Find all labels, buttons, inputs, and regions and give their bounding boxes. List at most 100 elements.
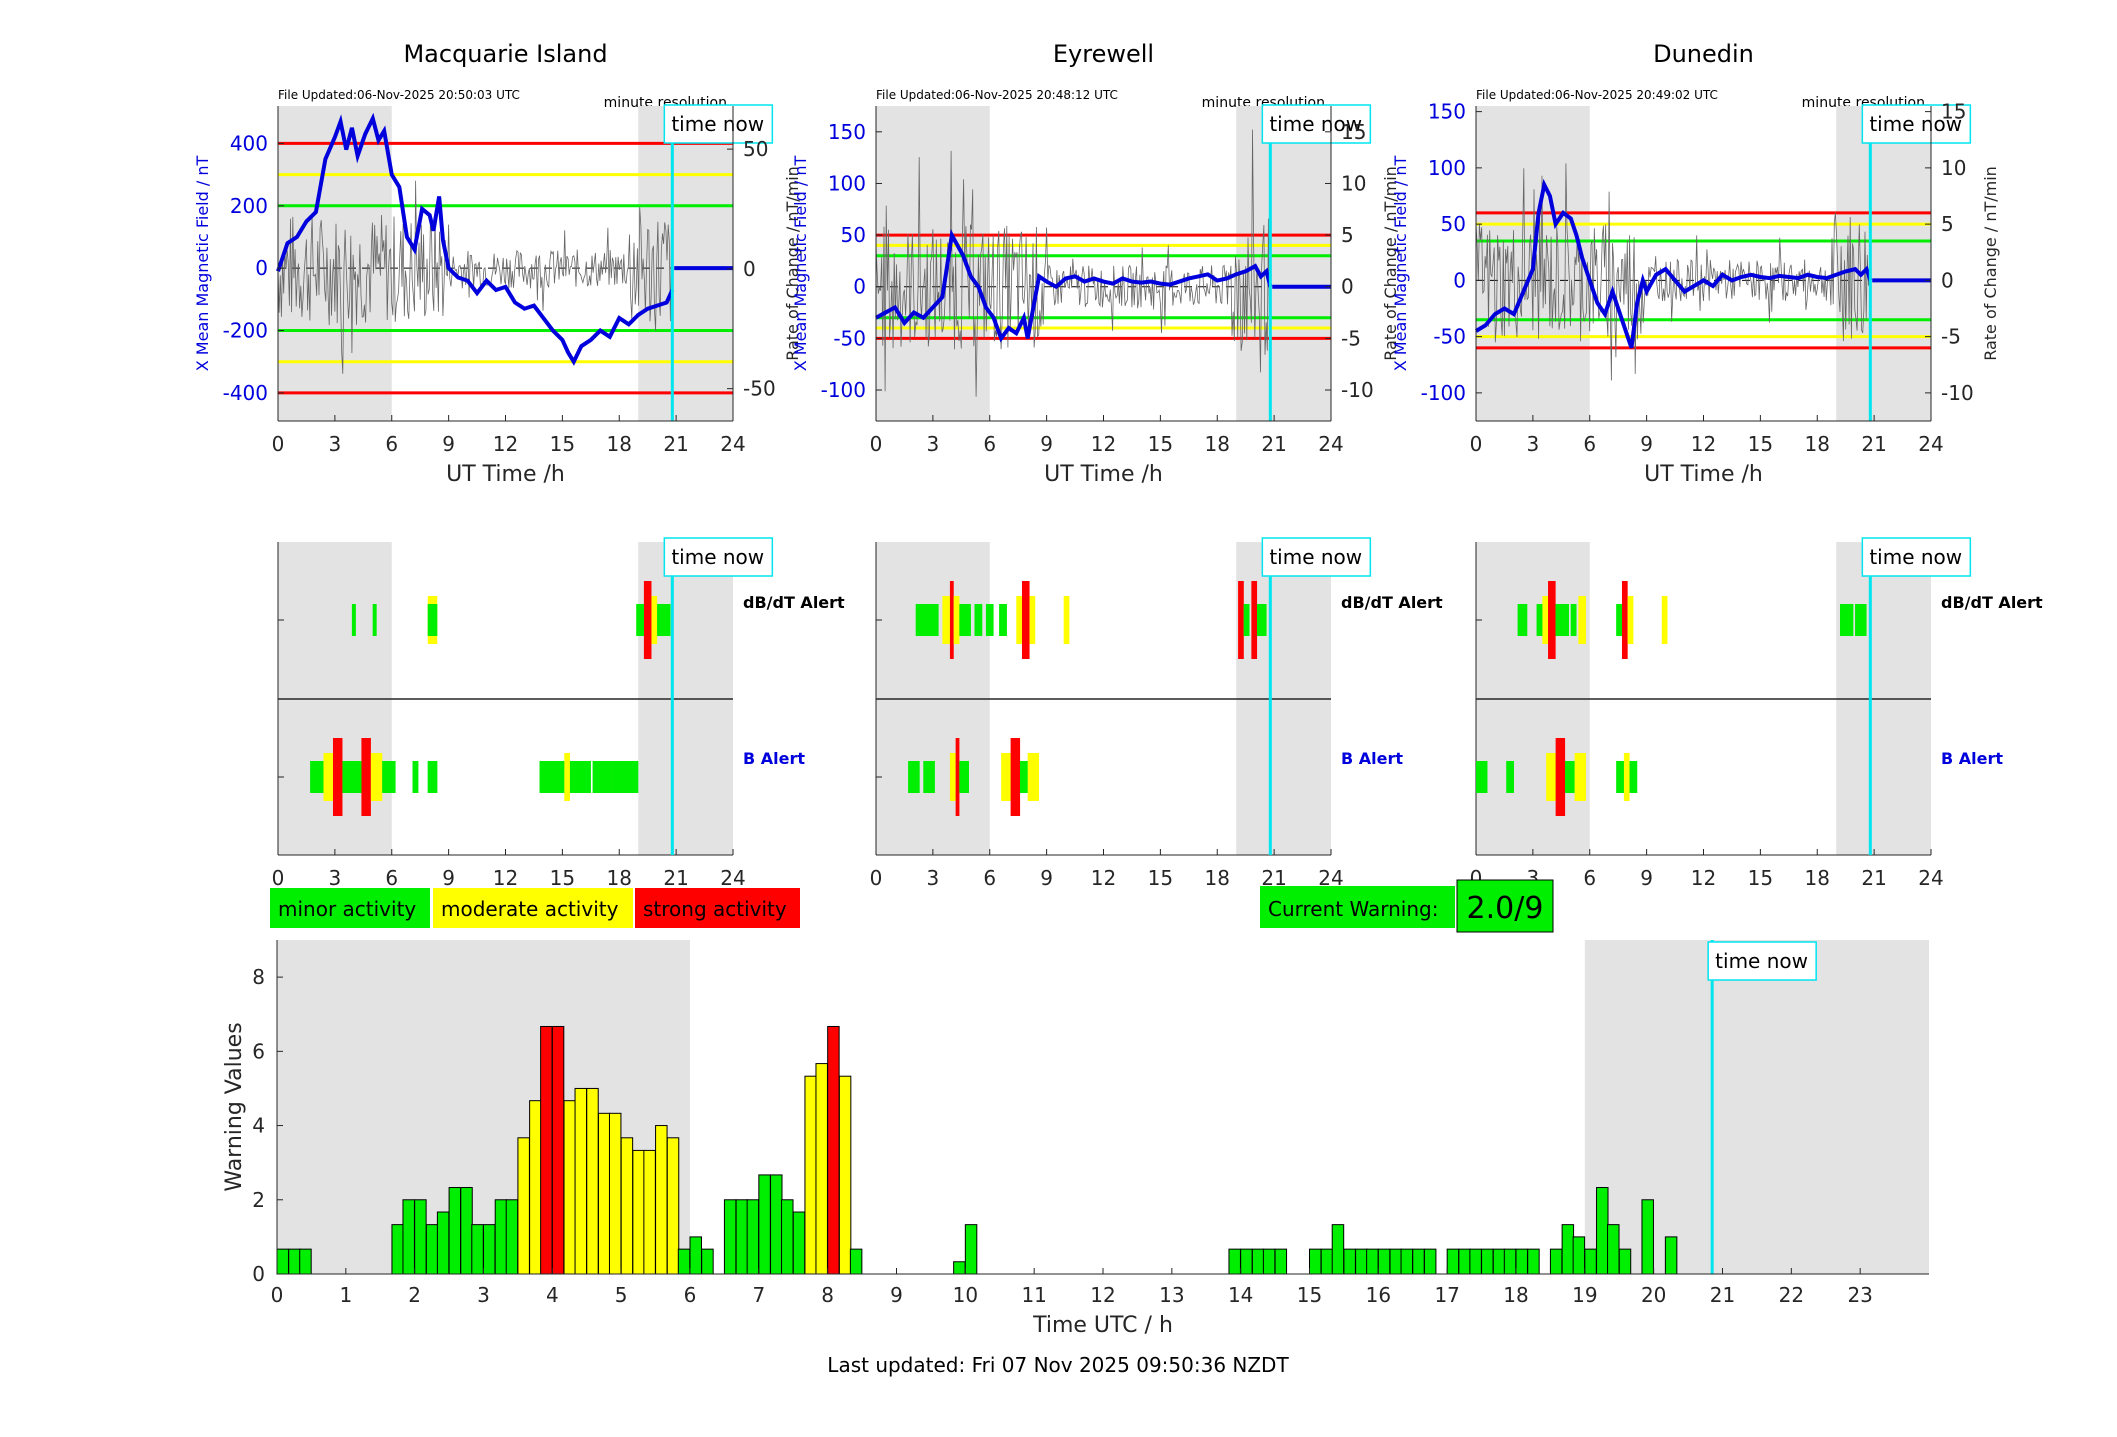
dbdt-alert-bar — [1063, 596, 1070, 644]
y-tick-label: 50 — [841, 223, 866, 247]
x-tick-label: 24 — [1918, 432, 1943, 456]
alert-x-tick-label: 12 — [1691, 866, 1716, 890]
time-now-label: time now — [1269, 112, 1362, 136]
chart-x-tick-label: 17 — [1434, 1283, 1459, 1307]
dbdt-alert-bar-core — [1570, 604, 1577, 636]
b-alert-bar — [1574, 753, 1586, 801]
alert-x-tick-label: 24 — [720, 866, 745, 890]
x-tick-label: 3 — [1527, 432, 1540, 456]
station-panel-0: Macquarie Island File Updated:06-Nov-2025… — [193, 40, 802, 487]
x-field-trace — [875, 228, 1273, 343]
y-tick-label: 100 — [828, 171, 866, 195]
warning-bar — [1366, 1248, 1379, 1275]
warning-bar — [460, 1187, 473, 1275]
b-alert-bar-core — [908, 761, 920, 793]
rate-axis-label: Rate of Change / nT/min — [1381, 166, 1400, 361]
y-tick-label: 0 — [853, 275, 866, 299]
shade-region — [638, 106, 733, 421]
warning-bar — [540, 1025, 553, 1275]
dbdt-alert-bar-core — [427, 604, 438, 636]
rate-tick-label: 5 — [1341, 223, 1354, 247]
last-updated-text: Last updated: Fri 07 Nov 2025 09:50:36 N… — [827, 1353, 1289, 1377]
y-tick-label: 0 — [1453, 268, 1466, 292]
dbdt-alert-bar — [1621, 581, 1628, 659]
b-alert-bar — [1623, 753, 1630, 801]
y-tick-label: -100 — [1421, 381, 1466, 405]
chart-y-tick-label: 2 — [252, 1188, 265, 1212]
dbdt-alert-bar — [1548, 581, 1556, 659]
alert-x-tick-label: 3 — [927, 866, 940, 890]
chart-x-tick-label: 21 — [1710, 1283, 1735, 1307]
b-alert-bar — [1546, 753, 1556, 801]
x-tick-label: 9 — [442, 432, 455, 456]
x-tick-label: 0 — [870, 432, 883, 456]
b-alert-bar-core — [1506, 761, 1514, 793]
b-alert-bar — [370, 753, 383, 801]
b-alert-bar-core — [1629, 761, 1638, 793]
chart-x-tick-label: 19 — [1572, 1283, 1597, 1307]
y-tick-label: -50 — [1433, 325, 1466, 349]
chart-y-tick-label: 8 — [252, 965, 265, 989]
b-alert-label: B Alert — [1941, 749, 2003, 768]
alert-now-label: time now — [1869, 545, 1962, 569]
x-tick-label: 15 — [1148, 432, 1173, 456]
b-alert-bar-core — [1565, 761, 1575, 793]
dbdt-alert-bar-core — [1840, 604, 1854, 636]
y-tick-label: -400 — [223, 381, 268, 405]
dbdt-alert-bar — [1542, 596, 1549, 644]
rate-axis-label: Rate of Change / nT/min — [783, 166, 802, 361]
chart-x-tick-label: 14 — [1228, 1283, 1253, 1307]
chart-x-tick-label: 23 — [1847, 1283, 1872, 1307]
warning-bar — [299, 1248, 312, 1275]
warning-bar — [1618, 1248, 1632, 1275]
alert-x-tick-label: 9 — [1040, 866, 1053, 890]
b-alert-bar — [1555, 738, 1566, 816]
file-updated-text: File Updated:06-Nov-2025 20:50:03 UTC — [278, 88, 520, 102]
chart-y-tick-label: 0 — [252, 1262, 265, 1286]
b-alert-bar-core — [342, 761, 362, 793]
warning-bar — [746, 1199, 760, 1275]
warning-bar — [792, 1211, 806, 1275]
chart-now-label: time now — [1715, 949, 1808, 973]
dbdt-alert-label: dB/dT Alert — [1941, 593, 2043, 612]
alert-x-tick-label: 12 — [493, 866, 518, 890]
y-tick-label: -200 — [223, 319, 268, 343]
x-tick-label: 18 — [1805, 432, 1830, 456]
chart-x-tick-label: 7 — [752, 1283, 765, 1307]
b-alert-bar-core — [1020, 761, 1028, 793]
alert-x-tick-label: 21 — [663, 866, 688, 890]
shade-region — [1236, 106, 1331, 421]
chart-x-tick-label: 12 — [1090, 1283, 1115, 1307]
dbdt-alert-bar — [949, 581, 954, 659]
b-alert-bar-core — [382, 761, 396, 793]
alert-x-tick-label: 18 — [1205, 866, 1230, 890]
rate-tick-label: -10 — [1341, 378, 1374, 402]
time-now-box — [1261, 104, 1372, 144]
warning-bar — [632, 1149, 645, 1275]
warning-bar — [827, 1025, 840, 1275]
warning-bar — [597, 1112, 611, 1275]
dbdt-alert-bar — [1661, 596, 1668, 644]
time-now-box — [663, 104, 774, 144]
alert-x-tick-label: 18 — [1805, 866, 1830, 890]
y-tick-label: 150 — [828, 120, 866, 144]
alert-x-tick-label: 6 — [983, 866, 996, 890]
warning-bar — [551, 1025, 565, 1275]
legend-label: strong activity — [643, 897, 787, 921]
rate-tick-label: 50 — [743, 137, 768, 161]
dbdt-alert-bar-core — [929, 604, 939, 636]
warning-bar — [701, 1248, 714, 1275]
x-axis-label: UT Time /h — [1044, 462, 1163, 487]
current-warning-value: 2.0/9 — [1467, 891, 1544, 926]
legend-label: minor activity — [278, 897, 416, 921]
chart-x-tick-label: 22 — [1779, 1283, 1804, 1307]
warning-bar — [1274, 1248, 1288, 1275]
x-tick-label: 18 — [1205, 432, 1230, 456]
current-warning-value-box — [1456, 879, 1554, 933]
dbdt-alert-bar — [651, 596, 658, 644]
dbdt-alert-bar-core — [1616, 604, 1622, 636]
warning-bar — [689, 1236, 702, 1275]
chart-x-tick-label: 20 — [1641, 1283, 1666, 1307]
